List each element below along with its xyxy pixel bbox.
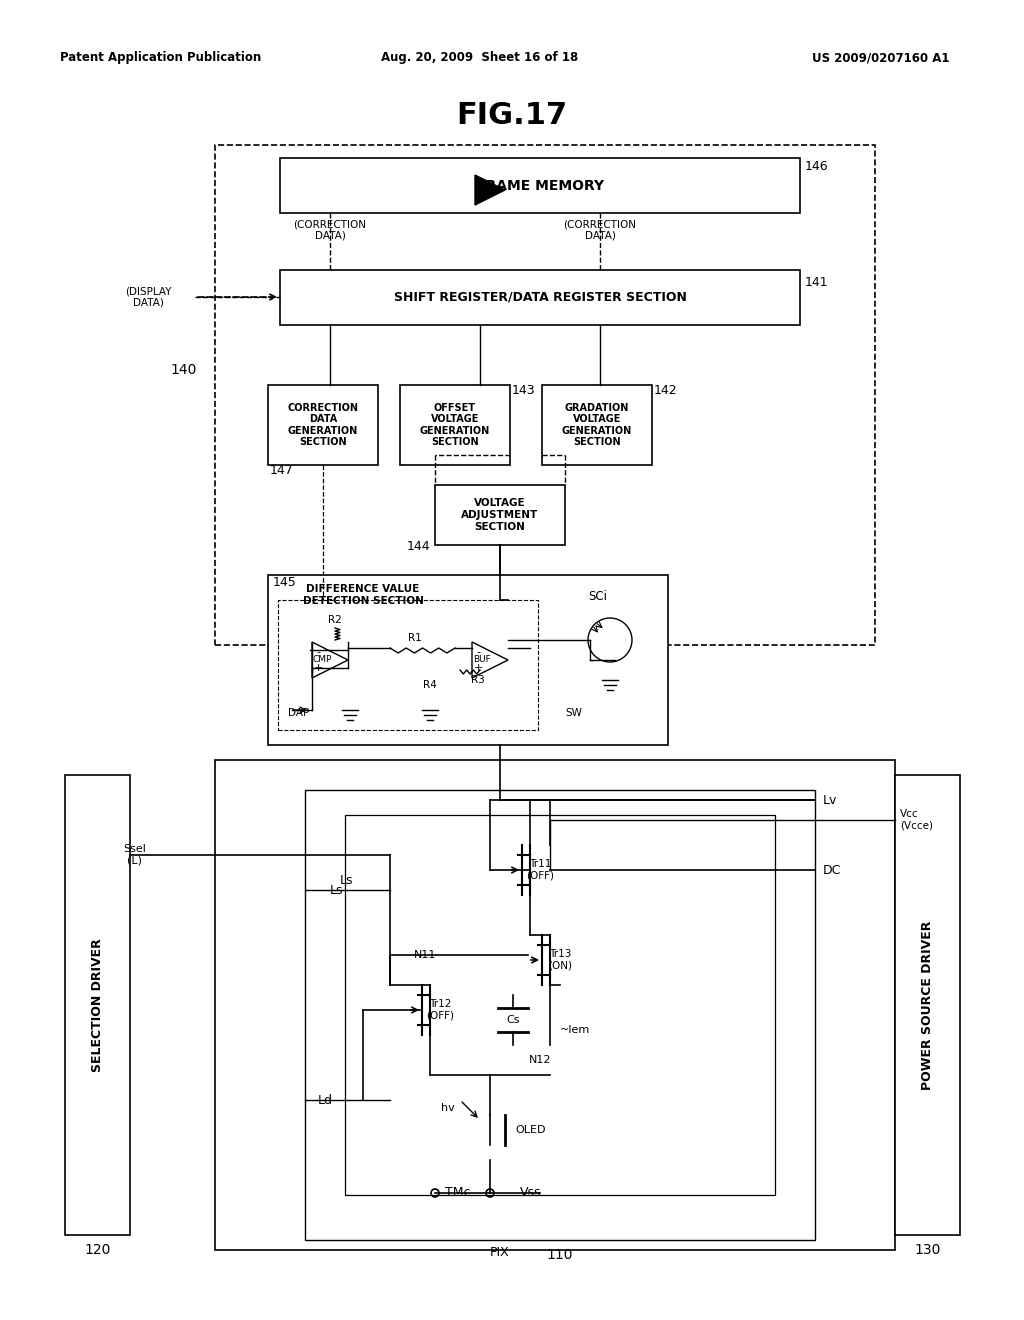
Text: -: -: [476, 647, 480, 657]
Text: 147: 147: [270, 463, 294, 477]
Bar: [400, 385, 510, 465]
Text: US 2009/0207160 A1: US 2009/0207160 A1: [812, 51, 950, 65]
Bar: [268, 385, 378, 465]
Bar: [895, 775, 961, 1236]
Text: Cs: Cs: [506, 1015, 520, 1026]
Text: DC: DC: [823, 863, 842, 876]
Text: +: +: [473, 663, 482, 673]
Text: (CORRECTION
DATA): (CORRECTION DATA): [563, 219, 637, 240]
Text: VOLTAGE
ADJUSTMENT
SECTION: VOLTAGE ADJUSTMENT SECTION: [462, 499, 539, 532]
Text: Vcc
(Vcce): Vcc (Vcce): [900, 809, 933, 830]
Bar: [215, 145, 874, 645]
Text: SW: SW: [565, 708, 582, 718]
Text: DAP: DAP: [288, 708, 309, 718]
Text: CMP: CMP: [312, 656, 332, 664]
Text: Tr12
(OFF): Tr12 (OFF): [426, 999, 454, 1020]
Text: Ls: Ls: [340, 874, 353, 887]
Text: DIFFERENCE VALUE
DETECTION SECTION: DIFFERENCE VALUE DETECTION SECTION: [302, 585, 424, 606]
Text: R1: R1: [409, 634, 422, 643]
Text: R3: R3: [471, 675, 485, 685]
Text: ~Iem: ~Iem: [560, 1026, 590, 1035]
Text: R4: R4: [423, 680, 437, 690]
Text: 142: 142: [654, 384, 678, 396]
Text: N11: N11: [414, 950, 436, 960]
Text: OFFSET
VOLTAGE
GENERATION
SECTION: OFFSET VOLTAGE GENERATION SECTION: [420, 403, 490, 447]
Text: 143: 143: [512, 384, 536, 396]
Text: FIG.17: FIG.17: [457, 100, 567, 129]
Bar: [278, 601, 538, 730]
Text: Ls: Ls: [330, 883, 343, 896]
Text: 146: 146: [805, 160, 828, 173]
Text: Aug. 20, 2009  Sheet 16 of 18: Aug. 20, 2009 Sheet 16 of 18: [381, 51, 579, 65]
Text: FRAME MEMORY: FRAME MEMORY: [476, 178, 604, 193]
Text: 145: 145: [273, 577, 297, 590]
Text: R2: R2: [328, 615, 342, 624]
Text: -: -: [316, 647, 319, 657]
Text: PIX: PIX: [490, 1246, 510, 1258]
Text: TMc: TMc: [445, 1187, 470, 1200]
Text: SELECTION DRIVER: SELECTION DRIVER: [91, 939, 104, 1072]
Text: Ssel
(L): Ssel (L): [124, 845, 146, 866]
Text: Tr11
(OFF): Tr11 (OFF): [526, 859, 554, 880]
Text: SCi: SCi: [589, 590, 607, 603]
Bar: [305, 789, 815, 1239]
Text: OLED: OLED: [515, 1125, 546, 1135]
Text: CORRECTION
DATA
GENERATION
SECTION: CORRECTION DATA GENERATION SECTION: [288, 403, 358, 447]
Text: Patent Application Publication: Patent Application Publication: [60, 51, 261, 65]
Text: POWER SOURCE DRIVER: POWER SOURCE DRIVER: [921, 920, 934, 1090]
Text: 130: 130: [914, 1243, 941, 1257]
Text: (DISPLAY
DATA): (DISPLAY DATA): [125, 286, 171, 308]
Text: hv: hv: [441, 1104, 455, 1113]
Bar: [280, 158, 800, 213]
Bar: [542, 385, 652, 465]
Text: 120: 120: [84, 1243, 111, 1257]
Polygon shape: [475, 176, 505, 205]
Text: BUF: BUF: [473, 656, 490, 664]
Text: 110: 110: [547, 1247, 573, 1262]
Text: N12: N12: [528, 1055, 551, 1065]
Text: 141: 141: [805, 276, 828, 289]
Text: (CORRECTION
DATA): (CORRECTION DATA): [294, 219, 367, 240]
Text: Lv: Lv: [823, 793, 838, 807]
Text: +: +: [313, 663, 323, 673]
Text: Vss: Vss: [520, 1187, 542, 1200]
Text: 144: 144: [407, 540, 430, 553]
Bar: [435, 484, 565, 545]
Text: GRADATION
VOLTAGE
GENERATION
SECTION: GRADATION VOLTAGE GENERATION SECTION: [562, 403, 632, 447]
Text: 140: 140: [171, 363, 197, 378]
Bar: [280, 271, 800, 325]
Bar: [345, 814, 775, 1195]
Bar: [215, 760, 895, 1250]
Text: Tr13
(ON): Tr13 (ON): [548, 949, 572, 970]
Bar: [268, 576, 668, 744]
Text: Ld: Ld: [318, 1093, 333, 1106]
Bar: [65, 775, 130, 1236]
Text: SHIFT REGISTER/DATA REGISTER SECTION: SHIFT REGISTER/DATA REGISTER SECTION: [393, 290, 686, 304]
